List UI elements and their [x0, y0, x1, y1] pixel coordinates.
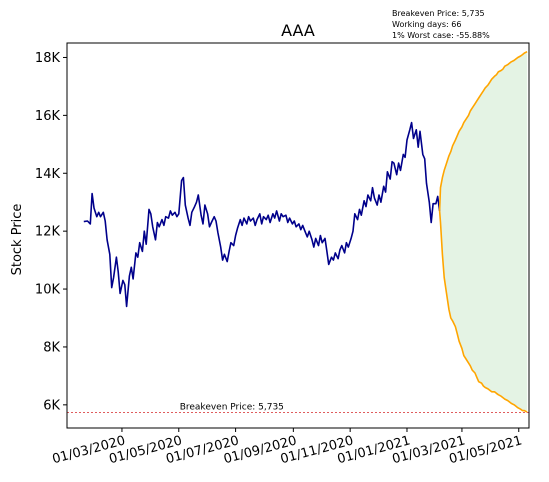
- chart-title: AAA: [281, 21, 315, 40]
- annotation-line: 1% Worst case: -55.88%: [392, 31, 490, 40]
- y-tick-label: 6K: [43, 398, 60, 413]
- y-tick-label: 12K: [35, 225, 61, 240]
- breakeven-label: Breakeven Price: 5,735: [180, 403, 284, 413]
- y-axis-label: Stock Price: [10, 204, 25, 276]
- y-tick-label: 16K: [35, 109, 61, 124]
- x-axis: 01/03/202001/05/202001/07/202001/09/2020…: [51, 428, 524, 467]
- upper-bound-line: [438, 50, 528, 211]
- annotation-line: Breakeven Price: 5,735: [392, 9, 485, 18]
- y-tick-label: 8K: [43, 340, 60, 355]
- forecast-range-fill: [439, 51, 528, 413]
- history-line: [83, 121, 441, 308]
- lower-bound-line: [438, 210, 528, 413]
- y-tick-label: 10K: [35, 283, 61, 298]
- annotation-line: Working days: 66: [392, 20, 461, 29]
- y-axis: 6K 8K 10K 12K 14K 16K 18K: [35, 51, 67, 413]
- plot-frame: [66, 42, 530, 429]
- stats-annotation: Breakeven Price: 5,735 Working days: 66 1%…: [392, 9, 490, 40]
- y-tick-label: 14K: [35, 167, 61, 182]
- y-tick-label: 18K: [35, 51, 61, 66]
- plot-area: Breakeven Price: 5,735: [67, 50, 529, 413]
